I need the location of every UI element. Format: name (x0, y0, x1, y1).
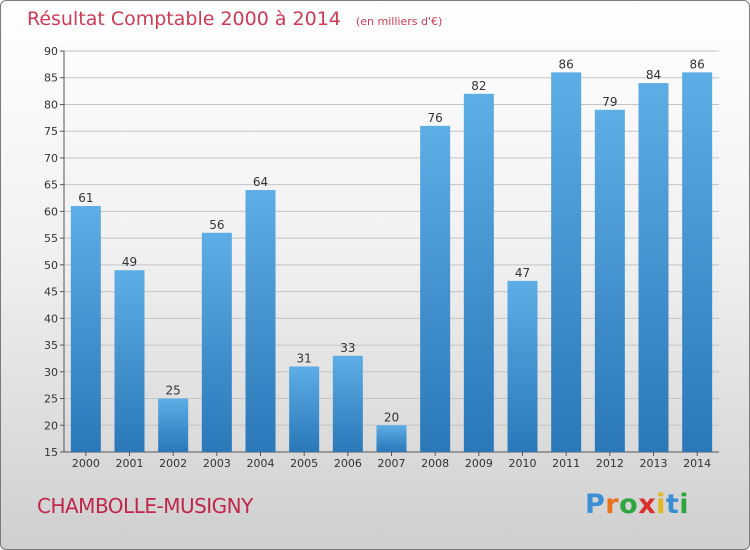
commune-name: CHAMBOLLE-MUSIGNY (37, 494, 253, 518)
bar-2002 (158, 398, 189, 452)
bar-2003 (201, 232, 232, 452)
y-tick-label: 65 (44, 179, 58, 192)
y-tick-label: 40 (44, 312, 58, 325)
bar-2009 (463, 93, 494, 453)
x-tick-label: 2010 (509, 457, 537, 470)
x-tick-label: 2011 (552, 457, 580, 470)
x-tick-label: 2013 (640, 457, 668, 470)
y-tick-label: 50 (44, 259, 58, 272)
data-label-2004: 64 (253, 175, 268, 189)
chart-title: Résultat Comptable 2000 à 2014 (27, 8, 341, 30)
logo-letter: i (656, 489, 666, 520)
y-tick-label: 45 (44, 286, 58, 299)
x-tick-label: 2003 (203, 457, 231, 470)
x-tick-label: 2002 (159, 457, 187, 470)
bar-2012 (594, 109, 625, 453)
data-label-2003: 56 (209, 218, 224, 232)
bar-2011 (551, 72, 582, 453)
x-tick-label: 2005 (290, 457, 318, 470)
y-tick-label: 15 (44, 446, 58, 459)
x-tick-label: 2012 (596, 457, 624, 470)
y-tick-label: 90 (44, 45, 58, 58)
x-tick-label: 2001 (116, 457, 144, 470)
data-label-2009: 82 (471, 79, 486, 93)
data-label-2013: 84 (646, 68, 661, 82)
data-label-2012: 79 (602, 95, 617, 109)
y-tick-label: 30 (44, 366, 58, 379)
y-tick-label: 70 (44, 152, 58, 165)
bar-2010 (507, 280, 538, 452)
y-tick-label: 20 (44, 419, 58, 432)
bar-2013 (638, 83, 669, 452)
data-label-2010: 47 (515, 266, 530, 280)
data-label-2008: 76 (428, 111, 443, 125)
bar-2008 (420, 125, 451, 452)
y-tick-label: 60 (44, 205, 58, 218)
logo-letter: r (605, 489, 620, 520)
proxiti-logo: Proxiti (585, 489, 689, 520)
bar-2004 (245, 190, 276, 452)
data-label-2005: 31 (297, 351, 312, 365)
data-label-2001: 49 (122, 255, 137, 269)
x-tick-label: 2008 (421, 457, 449, 470)
y-tick-label: 85 (44, 72, 58, 85)
y-tick-label: 55 (44, 232, 58, 245)
data-label-2006: 33 (340, 341, 355, 355)
y-tick-label: 80 (44, 98, 58, 111)
bar-2000 (70, 206, 101, 452)
x-tick-label: 2004 (247, 457, 275, 470)
x-tick-label: 2014 (683, 457, 711, 470)
x-tick-label: 2000 (72, 457, 100, 470)
data-label-2000: 61 (78, 191, 93, 205)
y-tick-label: 75 (44, 125, 58, 138)
logo-letter: o (619, 489, 639, 520)
bar-2007 (376, 425, 407, 452)
logo-letter: x (638, 489, 657, 520)
logo-letter: P (585, 489, 606, 520)
y-tick-label: 35 (44, 339, 58, 352)
data-label-2007: 20 (384, 410, 399, 424)
y-tick-label: 25 (44, 393, 58, 406)
chart-subtitle: (en milliers d'€) (355, 15, 443, 28)
bar-2005 (289, 366, 320, 452)
bar-2006 (332, 355, 363, 452)
x-tick-label: 2006 (334, 457, 362, 470)
data-label-2002: 25 (166, 384, 181, 398)
title-row: Résultat Comptable 2000 à 2014 (en milli… (27, 8, 442, 30)
data-label-2014: 86 (690, 57, 705, 71)
x-tick-label: 2009 (465, 457, 493, 470)
logo-letter: t (665, 489, 680, 520)
x-tick-label: 2007 (378, 457, 406, 470)
logo-letter: i (679, 489, 690, 520)
bar-2001 (114, 270, 145, 452)
bar-2014 (682, 72, 713, 453)
data-label-2011: 86 (559, 57, 574, 71)
